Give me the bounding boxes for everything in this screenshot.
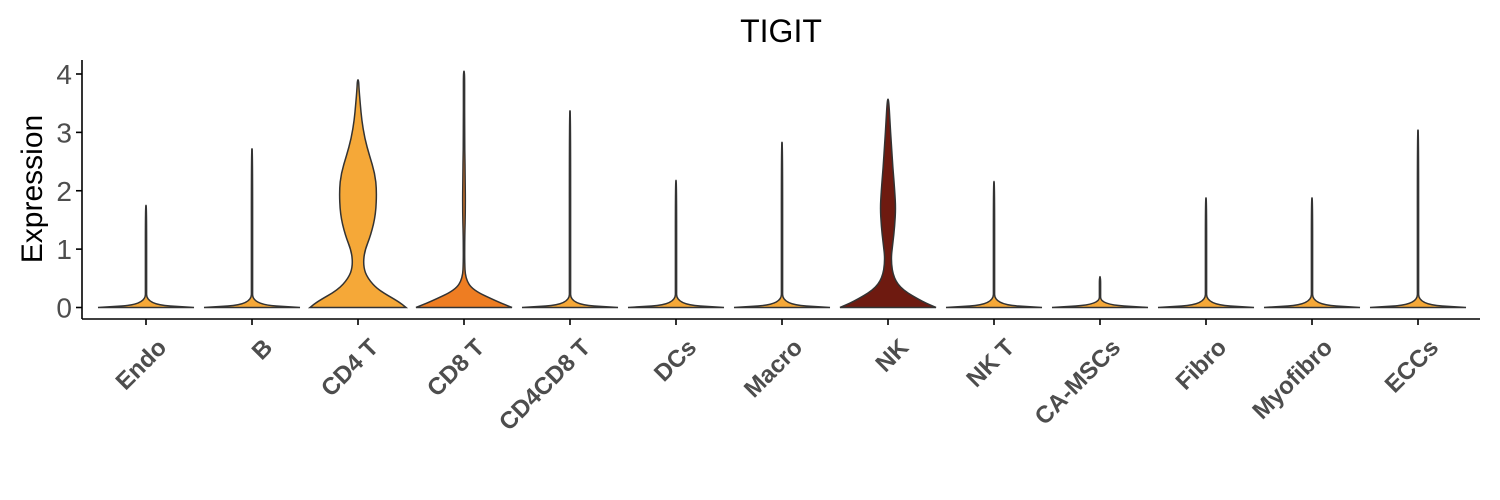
violin-ca-mscs bbox=[1051, 275, 1149, 309]
y-tick-label: 3 bbox=[56, 117, 72, 148]
x-tick-label: Myofibro bbox=[1247, 334, 1338, 425]
x-axis: Endo B CD4 T CD8 T CD4CD8 T DCs Macro NK NK T CA-… bbox=[82, 318, 1480, 436]
violin-myofibro bbox=[1263, 197, 1361, 309]
violin-eccs bbox=[1369, 129, 1467, 309]
violin-body bbox=[415, 70, 513, 309]
x-tick-label: DCs bbox=[649, 334, 702, 387]
violin-body bbox=[97, 204, 195, 309]
violin-body bbox=[1369, 129, 1467, 309]
violin-macro bbox=[733, 141, 831, 309]
x-tick-label: B bbox=[247, 334, 278, 365]
y-axis: 0 1 2 3 4 bbox=[56, 59, 83, 324]
violin-body bbox=[1263, 197, 1361, 309]
y-tick-label: 4 bbox=[56, 59, 72, 90]
violin-nk bbox=[839, 98, 937, 309]
violin-fibro bbox=[1157, 197, 1255, 309]
x-tick-label: NK bbox=[871, 334, 915, 378]
x-tick-label: Endo bbox=[111, 334, 173, 396]
y-tick-label: 0 bbox=[56, 293, 72, 324]
x-tick-label: CD8 T bbox=[422, 334, 490, 402]
x-tick-label: CA-MSCs bbox=[1030, 334, 1126, 430]
x-tick-label: NK T bbox=[961, 334, 1020, 393]
x-tick-label: ECCs bbox=[1380, 334, 1444, 398]
x-tick-label: Fibro bbox=[1171, 334, 1233, 396]
violin-dcs bbox=[627, 179, 725, 309]
violin-cd4cd8-t bbox=[521, 110, 619, 309]
violin-body bbox=[307, 79, 409, 309]
violin-body bbox=[1051, 275, 1149, 309]
violin-b bbox=[203, 147, 301, 309]
violin-nk-t bbox=[945, 180, 1043, 309]
violin-body bbox=[945, 180, 1043, 309]
violin-body bbox=[839, 98, 937, 309]
violin-cd4-t bbox=[307, 79, 409, 309]
chart-title: TIGIT bbox=[740, 13, 822, 49]
violin-body bbox=[521, 110, 619, 309]
y-tick-label: 1 bbox=[56, 234, 72, 265]
x-tick-label: CD4 T bbox=[316, 334, 384, 402]
y-tick-label: 2 bbox=[56, 176, 72, 207]
x-tick-label: Macro bbox=[739, 334, 808, 403]
violin-cd8-t bbox=[415, 70, 513, 309]
x-tick-label: CD4CD8 T bbox=[494, 334, 596, 436]
violin-body bbox=[203, 147, 301, 309]
violin-endo bbox=[97, 204, 195, 309]
violins-layer bbox=[97, 70, 1467, 309]
violin-body bbox=[627, 179, 725, 309]
y-axis-label: Expression bbox=[16, 115, 49, 263]
violin-body bbox=[1157, 197, 1255, 309]
violin-body bbox=[733, 141, 831, 309]
